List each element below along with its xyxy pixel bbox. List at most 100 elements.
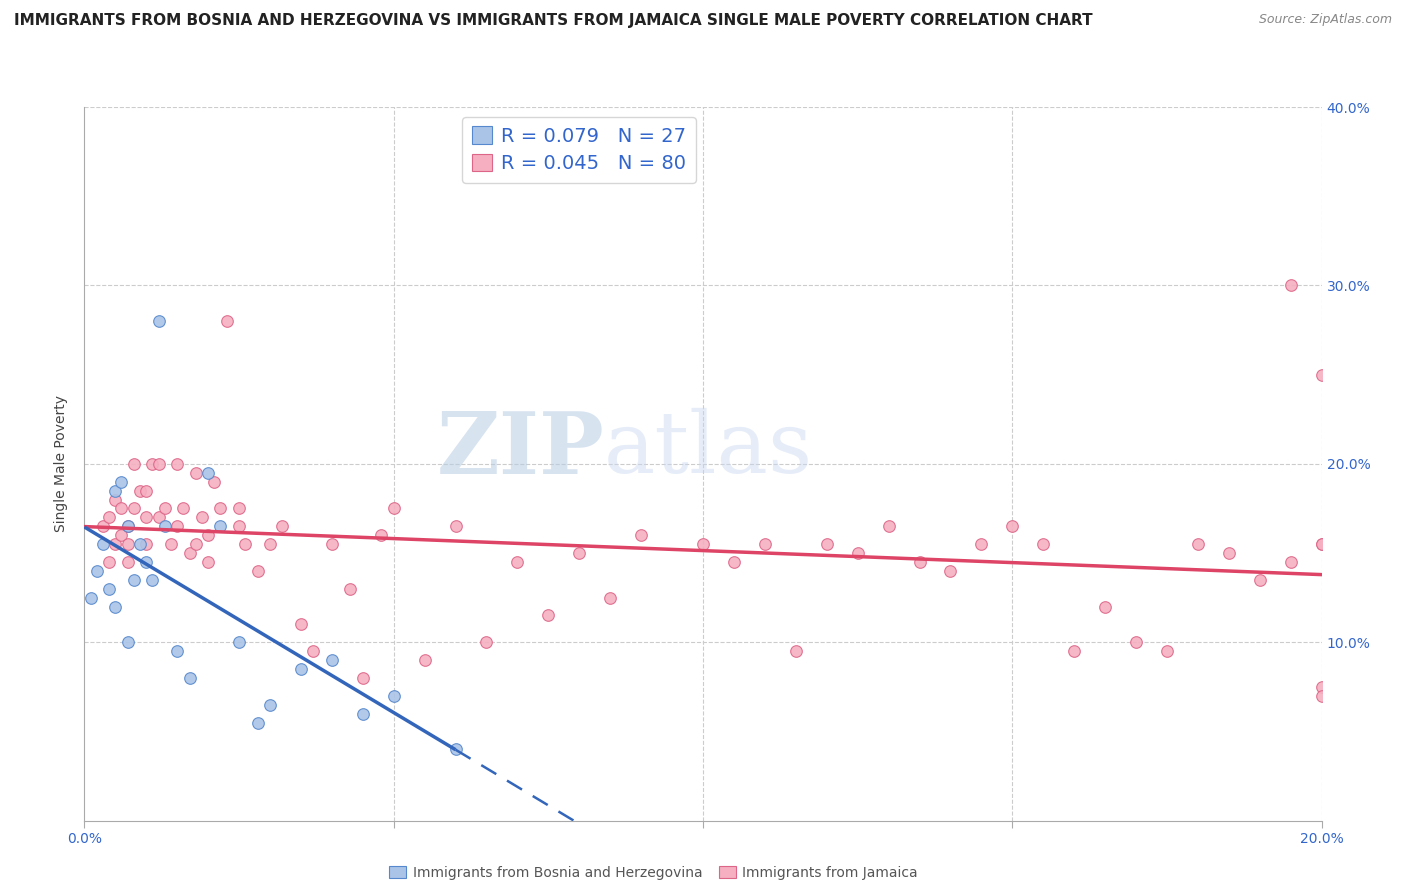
Text: atlas: atlas xyxy=(605,408,813,491)
Point xyxy=(197,466,219,480)
Y-axis label: Single Male Poverty: Single Male Poverty xyxy=(55,395,69,533)
Point xyxy=(202,475,225,489)
Point xyxy=(135,483,157,498)
Point xyxy=(148,314,170,328)
Point xyxy=(939,564,962,578)
Point xyxy=(215,314,238,328)
Point xyxy=(172,501,194,516)
Point xyxy=(228,519,250,533)
Point xyxy=(1310,689,1333,703)
Point xyxy=(179,671,201,685)
Point xyxy=(352,706,374,721)
Point xyxy=(599,591,621,605)
Point xyxy=(228,501,250,516)
Point xyxy=(815,537,838,551)
Point xyxy=(117,537,139,551)
Point xyxy=(135,537,157,551)
Point xyxy=(290,662,312,676)
Point xyxy=(141,457,163,471)
Point xyxy=(444,742,467,756)
Point xyxy=(91,537,114,551)
Point xyxy=(1063,644,1085,658)
Point xyxy=(630,528,652,542)
Point xyxy=(1001,519,1024,533)
Point xyxy=(1279,278,1302,293)
Point xyxy=(110,501,132,516)
Text: IMMIGRANTS FROM BOSNIA AND HERZEGOVINA VS IMMIGRANTS FROM JAMAICA SINGLE MALE PO: IMMIGRANTS FROM BOSNIA AND HERZEGOVINA V… xyxy=(14,13,1092,29)
Point xyxy=(86,564,108,578)
Point xyxy=(1279,555,1302,569)
Point xyxy=(122,501,145,516)
Point xyxy=(908,555,931,569)
Point xyxy=(122,457,145,471)
Point xyxy=(135,510,157,524)
Point xyxy=(1310,368,1333,382)
Point xyxy=(352,671,374,685)
Point xyxy=(970,537,993,551)
Point xyxy=(259,698,281,712)
Point xyxy=(877,519,900,533)
Point xyxy=(413,653,436,667)
Point xyxy=(302,644,325,658)
Point xyxy=(148,510,170,524)
Point xyxy=(233,537,256,551)
Point xyxy=(1187,537,1209,551)
Point xyxy=(98,582,121,596)
Point xyxy=(228,635,250,649)
Point xyxy=(1156,644,1178,658)
Point xyxy=(129,483,152,498)
Point xyxy=(117,519,139,533)
Point xyxy=(321,537,343,551)
Point xyxy=(382,689,405,703)
Point xyxy=(209,501,232,516)
Point xyxy=(166,457,188,471)
Point xyxy=(104,537,127,551)
Point xyxy=(1310,537,1333,551)
Point xyxy=(117,555,139,569)
Point xyxy=(1032,537,1054,551)
Point xyxy=(382,501,405,516)
Point xyxy=(321,653,343,667)
Point xyxy=(1310,537,1333,551)
Point xyxy=(129,537,152,551)
Point xyxy=(271,519,294,533)
Point xyxy=(537,608,560,623)
Point xyxy=(184,466,207,480)
Point xyxy=(91,519,114,533)
Point xyxy=(153,519,176,533)
Point xyxy=(506,555,529,569)
Point xyxy=(117,519,139,533)
Point xyxy=(209,519,232,533)
Point xyxy=(197,528,219,542)
Point xyxy=(166,519,188,533)
Point xyxy=(754,537,776,551)
Point xyxy=(246,715,269,730)
Point xyxy=(141,573,163,587)
Point xyxy=(475,635,498,649)
Point xyxy=(1310,680,1333,694)
Point xyxy=(1125,635,1147,649)
Point xyxy=(290,617,312,632)
Point xyxy=(259,537,281,551)
Point xyxy=(122,573,145,587)
Point xyxy=(110,475,132,489)
Point xyxy=(184,537,207,551)
Text: ZIP: ZIP xyxy=(436,408,605,491)
Point xyxy=(166,644,188,658)
Point xyxy=(79,591,101,605)
Point xyxy=(179,546,201,560)
Point xyxy=(104,483,127,498)
Point xyxy=(153,501,176,516)
Point xyxy=(568,546,591,560)
Point xyxy=(339,582,361,596)
Point xyxy=(1249,573,1271,587)
Point xyxy=(148,457,170,471)
Point xyxy=(246,564,269,578)
Point xyxy=(1094,599,1116,614)
Point xyxy=(723,555,745,569)
Point xyxy=(104,492,127,507)
Point xyxy=(370,528,392,542)
Point xyxy=(444,519,467,533)
Point xyxy=(1218,546,1240,560)
Point xyxy=(117,635,139,649)
